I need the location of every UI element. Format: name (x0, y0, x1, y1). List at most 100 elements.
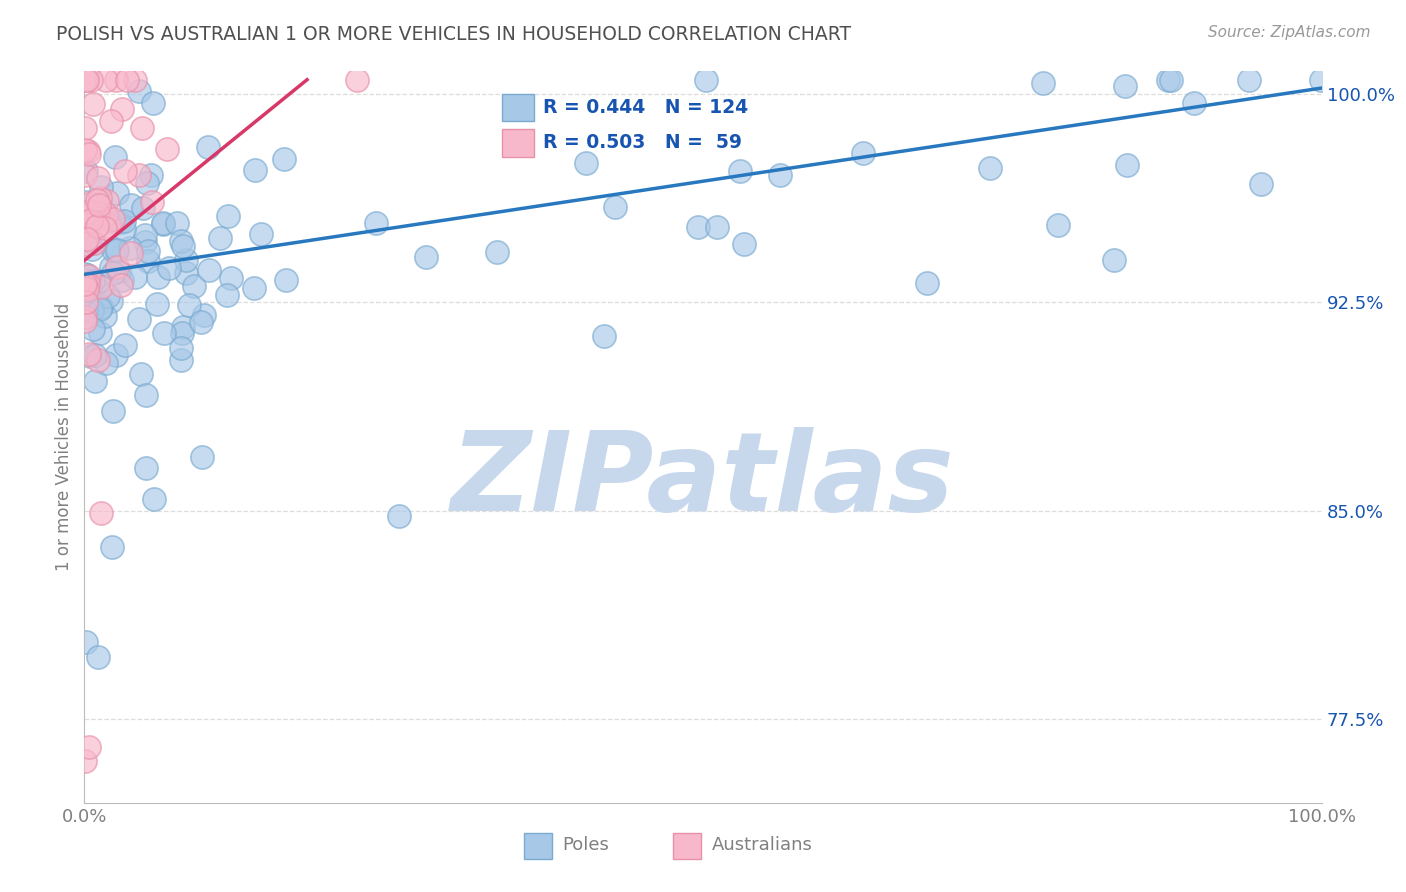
Point (77, 208, 100, 222)
Point (87, 206, 110, 220)
Point (1046, 219, 1069, 233)
Point (486, 245, 509, 260)
Point (366, 216, 388, 230)
Point (143, 492, 166, 507)
Point (82, 274, 104, 288)
Point (73, 273, 96, 287)
Point (105, 348, 128, 362)
Point (706, 220, 728, 235)
Point (73, 236, 96, 251)
Point (87, 353, 110, 368)
Point (769, 168, 792, 182)
Point (148, 838, 170, 852)
Point (593, 329, 616, 343)
Point (688, 219, 710, 234)
Point (77, 740, 100, 755)
Point (82, 321, 104, 335)
Point (111, 273, 134, 287)
Point (89, 205, 111, 219)
Point (695, 72, 717, 87)
Point (114, 164, 136, 178)
Point (87, 649, 110, 664)
Point (73, 280, 96, 294)
Point (124, 270, 146, 285)
Point (1182, 95, 1205, 110)
Point (90, 280, 112, 294)
Point (82, 235, 104, 250)
Point (100, 114, 122, 128)
Point (77, 283, 100, 297)
Point (76, 232, 98, 246)
Point (120, 197, 142, 211)
Point (75, 295, 97, 310)
Point (90, 300, 112, 314)
Point (110, 215, 132, 229)
Text: ZIPatlas: ZIPatlas (451, 427, 955, 534)
Point (153, 326, 176, 341)
Point (242, 281, 264, 295)
Point (82, 242, 104, 256)
Text: Source: ZipAtlas.com: Source: ZipAtlas.com (1208, 25, 1371, 40)
Point (75, 304, 97, 318)
Point (217, 288, 239, 302)
Point (87, 198, 110, 212)
Point (603, 200, 626, 214)
Point (169, 353, 191, 368)
Point (80, 196, 103, 211)
Point (94, 72, 117, 87)
Point (112, 214, 135, 228)
Point (128, 84, 150, 98)
Point (1114, 78, 1136, 93)
Point (98, 219, 121, 233)
Point (152, 216, 174, 230)
Point (77, 147, 100, 161)
Point (87, 206, 110, 220)
Point (120, 242, 142, 256)
Point (76, 144, 98, 158)
Point (84, 374, 107, 388)
Point (75, 218, 97, 232)
Point (75, 277, 97, 292)
Point (76, 302, 98, 317)
Point (141, 194, 163, 209)
Point (120, 246, 142, 260)
Point (1032, 76, 1054, 90)
Point (136, 176, 159, 190)
Point (851, 145, 873, 160)
Point (170, 234, 193, 248)
Point (89, 191, 111, 205)
Point (90, 179, 112, 194)
Point (728, 163, 751, 178)
Point (179, 298, 201, 312)
Point (217, 209, 239, 223)
Point (115, 72, 138, 87)
Point (198, 263, 221, 277)
Point (73, 143, 96, 157)
Point (191, 450, 214, 465)
Point (76, 204, 98, 219)
Point (174, 266, 197, 280)
Point (96, 194, 118, 208)
Point (197, 139, 219, 153)
Point (79, 277, 101, 291)
Point (73, 120, 96, 135)
Point (80, 213, 103, 227)
Text: POLISH VS AUSTRALIAN 1 OR MORE VEHICLES IN HOUSEHOLD CORRELATION CHART: POLISH VS AUSTRALIAN 1 OR MORE VEHICLES … (56, 25, 852, 44)
Point (94, 221, 117, 235)
Point (155, 142, 177, 156)
Point (157, 260, 180, 275)
Point (166, 216, 188, 230)
Point (104, 72, 127, 87)
Point (979, 161, 1001, 175)
Point (114, 337, 136, 351)
Point (89, 302, 111, 317)
Point (415, 251, 437, 265)
Point (75, 72, 97, 87)
Point (132, 202, 155, 216)
Point (139, 168, 162, 182)
Point (73, 168, 96, 182)
Point (1157, 72, 1180, 87)
Point (128, 312, 150, 326)
Point (733, 236, 755, 251)
Point (100, 294, 122, 309)
